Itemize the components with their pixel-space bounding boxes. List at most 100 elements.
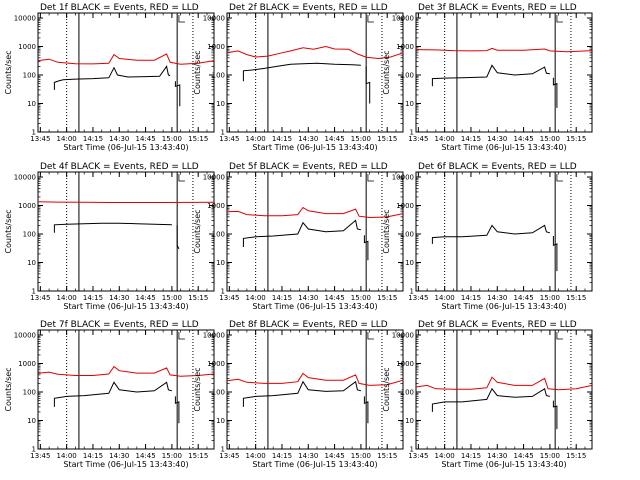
- y-axis-label: Counts/sec: [193, 209, 202, 253]
- x-tick-label: 14:30: [109, 135, 129, 143]
- x-tick-label: 13:45: [30, 135, 50, 143]
- y-tick-label: 10: [27, 100, 36, 108]
- y-tick-label: 10000: [203, 332, 225, 340]
- plot-frame: [415, 329, 593, 450]
- x-tick-label: 15:15: [188, 294, 208, 302]
- x-tick-label: 14:00: [57, 294, 77, 302]
- x-axis-label: Start Time (06-Jul-15 13:43:40): [252, 143, 377, 152]
- y-tick-label: 1: [32, 288, 36, 296]
- x-tick-label: 15:00: [351, 294, 371, 302]
- chart-panel-1: Det 1f BLACK = Events, RED = LLD 1 10 100 10…: [4, 3, 215, 152]
- series-line-lld: [226, 206, 404, 219]
- y-axis-label: Counts/sec: [382, 50, 391, 94]
- x-tick-label: 14:15: [461, 294, 481, 302]
- y-tick-label: 100: [23, 231, 36, 239]
- y-tick-label: 1: [410, 446, 414, 454]
- x-tick-label: 15:15: [188, 135, 208, 143]
- y-axis-label: Counts/sec: [193, 367, 202, 411]
- y-tick-label: 10000: [392, 332, 414, 340]
- chart-panel-3: Det 3f BLACK = Events, RED = LLD 1 10 100 10…: [382, 3, 593, 152]
- series-line-lld: [226, 372, 404, 386]
- bracket-marker: [178, 174, 185, 182]
- x-tick-label: 15:00: [162, 294, 182, 302]
- y-tick-label: 10000: [203, 174, 225, 182]
- x-tick-label: 13:45: [408, 135, 428, 143]
- y-tick-label: 1: [221, 446, 225, 454]
- series-line-events: [53, 65, 171, 90]
- x-tick-label: 15:15: [566, 135, 586, 143]
- x-tick-label: 14:30: [487, 294, 507, 302]
- bracket-marker: [367, 332, 374, 340]
- plot-frame: [37, 12, 215, 133]
- chart-title: Det 3f BLACK = Events, RED = LLD: [418, 3, 577, 13]
- series-line-events: [363, 396, 369, 424]
- x-tick-label: 15:15: [377, 294, 397, 302]
- y-tick-label: 100: [212, 72, 225, 80]
- series-line-lld: [37, 201, 215, 203]
- y-tick-label: 10: [405, 100, 414, 108]
- chart-panel-4: Det 4f BLACK = Events, RED = LLD 1 10 100 10…: [4, 162, 215, 311]
- y-tick-label: 1000: [18, 43, 36, 51]
- x-tick-label: 14:15: [272, 294, 292, 302]
- x-tick-label: 14:00: [57, 135, 77, 143]
- x-tick-label: 14:45: [513, 135, 533, 143]
- y-tick-label: 10: [27, 417, 36, 425]
- plot-frame: [226, 171, 404, 292]
- y-tick-label: 10: [27, 259, 36, 267]
- y-axis-label: Counts/sec: [193, 50, 202, 94]
- y-axis-label: Counts/sec: [4, 209, 13, 253]
- x-tick-label: 14:00: [435, 294, 455, 302]
- y-tick-label: 10000: [392, 15, 414, 23]
- x-tick-label: 13:45: [408, 452, 428, 460]
- x-tick-label: 14:45: [513, 294, 533, 302]
- y-axis-label: Counts/sec: [4, 367, 13, 411]
- x-axis-label: Start Time (06-Jul-15 13:43:40): [441, 460, 566, 469]
- y-tick-label: 10: [216, 100, 225, 108]
- y-tick-label: 100: [401, 389, 414, 397]
- chart-title: Det 1f BLACK = Events, RED = LLD: [40, 3, 199, 13]
- series-line-events: [174, 81, 181, 107]
- x-axis-label: Start Time (06-Jul-15 13:43:40): [63, 143, 188, 152]
- y-tick-label: 1000: [207, 43, 225, 51]
- x-tick-label: 14:00: [246, 135, 266, 143]
- x-tick-label: 15:00: [162, 135, 182, 143]
- x-tick-label: 15:15: [188, 452, 208, 460]
- chart-title: Det 5f BLACK = Events, RED = LLD: [229, 162, 388, 172]
- y-tick-label: 100: [212, 389, 225, 397]
- y-tick-label: 10000: [14, 332, 36, 340]
- x-tick-label: 14:30: [109, 452, 129, 460]
- y-tick-label: 1000: [207, 202, 225, 210]
- x-tick-label: 14:00: [246, 452, 266, 460]
- x-tick-label: 13:45: [219, 135, 239, 143]
- series-line-lld: [415, 376, 593, 391]
- series-line-events: [363, 235, 369, 261]
- series-line-lld: [37, 365, 215, 377]
- x-tick-label: 14:00: [435, 135, 455, 143]
- x-tick-label: 14:15: [461, 452, 481, 460]
- x-tick-label: 14:45: [135, 452, 155, 460]
- y-tick-label: 1000: [207, 360, 225, 368]
- bracket-marker: [556, 332, 563, 340]
- x-tick-label: 15:00: [162, 452, 182, 460]
- plot-frame: [226, 329, 404, 450]
- x-tick-label: 14:15: [461, 135, 481, 143]
- bracket-marker: [556, 174, 563, 182]
- x-tick-label: 13:45: [30, 452, 50, 460]
- bracket-marker: [178, 332, 185, 340]
- plot-frame: [415, 171, 593, 292]
- x-axis-label: Start Time (06-Jul-15 13:43:40): [63, 302, 188, 311]
- x-tick-label: 14:00: [435, 452, 455, 460]
- y-tick-label: 10000: [14, 15, 36, 23]
- chart-panel-7: Det 7f BLACK = Events, RED = LLD 1 10 100 10…: [4, 320, 215, 469]
- x-tick-label: 14:30: [109, 294, 129, 302]
- y-tick-label: 1000: [18, 360, 36, 368]
- x-tick-label: 14:45: [513, 452, 533, 460]
- series-line-events: [552, 400, 558, 430]
- x-tick-label: 14:45: [324, 135, 344, 143]
- series-line-events: [552, 77, 558, 108]
- y-tick-label: 1000: [396, 360, 414, 368]
- y-tick-label: 1: [410, 288, 414, 296]
- y-tick-label: 1000: [396, 202, 414, 210]
- plot-frame: [226, 12, 404, 133]
